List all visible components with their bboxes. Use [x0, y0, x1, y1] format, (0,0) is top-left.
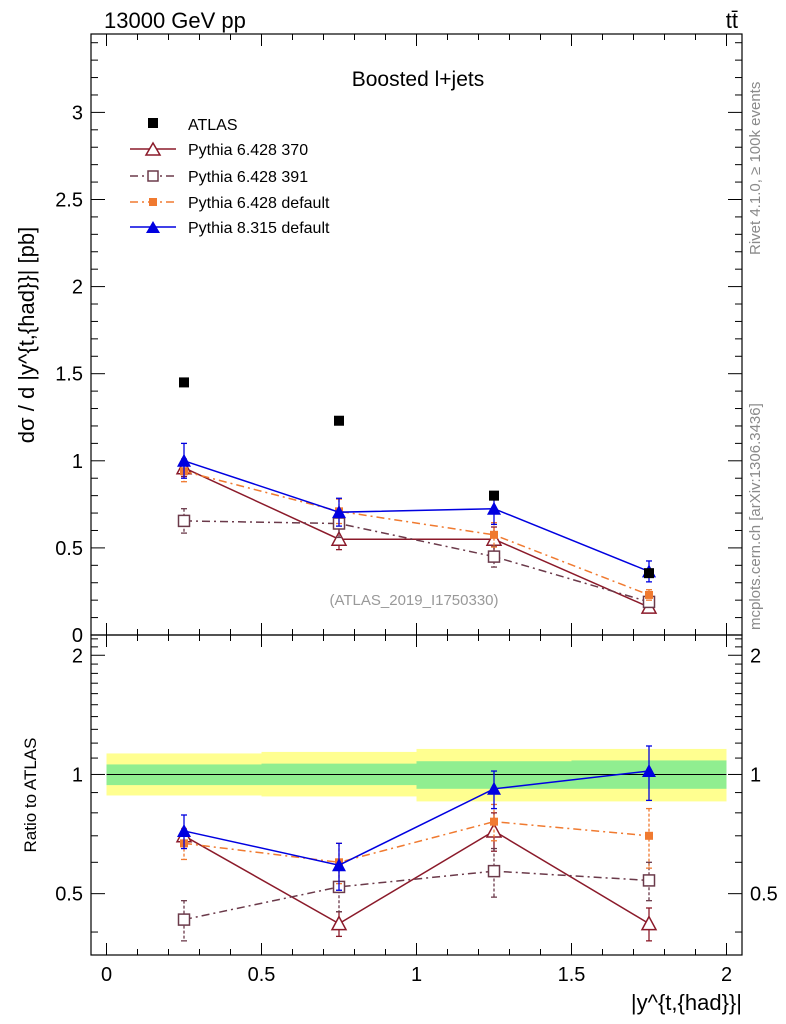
- main-line-py6-370: [183, 467, 650, 608]
- legend-item-py6-370: Pythia 6.428 370: [130, 141, 308, 159]
- legend-item-py8-default: Pythia 8.315 default: [130, 220, 330, 237]
- main-series-data: [179, 377, 654, 579]
- legend-marker-py6-370: [144, 141, 162, 156]
- ratio-y-tick-label-left: 0.5: [55, 884, 83, 906]
- rivet-label: Rivet 4.1.0, ≥ 100k events: [747, 82, 764, 255]
- ratio-point-py6-default: [645, 831, 653, 840]
- mcplots-label: mcplots.cern.ch [arXiv:1306.3436]: [747, 403, 764, 630]
- legend-label-py8-default: Pythia 8.315 default: [188, 220, 330, 237]
- main-line-py8-default: [183, 460, 650, 573]
- legend-label-atlas: ATLAS: [188, 117, 238, 134]
- legend-label-py6-391: Pythia 6.428 391: [188, 169, 308, 186]
- main-y-axis-label: dσ / d |y^{t,{had}}| [pb]: [14, 227, 39, 443]
- ratio-line-py8-default: [183, 770, 650, 866]
- main-series-py8-default: [177, 442, 656, 583]
- ratio-point-py6-370: [640, 915, 658, 931]
- ratio-series-layer: [175, 745, 658, 942]
- main-y-tick-label: 1.5: [55, 364, 83, 386]
- main-point-py6-default: [645, 590, 653, 599]
- main-point-data: [179, 377, 189, 388]
- main-line-py6-default: [183, 470, 650, 596]
- x-tick-label: 1: [411, 964, 422, 986]
- main-point-py6-391: [177, 514, 191, 528]
- legend-label-py6-370: Pythia 6.428 370: [188, 142, 308, 159]
- x-axis-label: |y^{t,{had}}|: [631, 990, 742, 1015]
- ratio-y-tick-label-left: 1: [72, 764, 83, 786]
- ratio-y-axis-label: Ratio to ATLAS: [21, 738, 40, 853]
- legend-marker-atlas: [148, 118, 158, 128]
- ratio-point-py8-default: [642, 764, 656, 778]
- ratio-y-tick-label-left: 2: [72, 645, 83, 667]
- main-y-tick-label: 3: [72, 102, 83, 124]
- ratio-point-py6-370: [330, 915, 348, 931]
- ratio-series-py6-391: [177, 847, 656, 942]
- main-point-data: [489, 490, 499, 501]
- main-series-layer: [175, 377, 658, 614]
- legend-label-py6-default: Pythia 6.428 default: [188, 195, 330, 212]
- legend-item-py6-default: Pythia 6.428 default: [130, 195, 330, 212]
- ratio-y-tick-label-right: 0.5: [750, 884, 778, 906]
- ratio-y-tick-label-right: 1: [750, 764, 761, 786]
- main-point-py8-default: [177, 453, 191, 467]
- ratio-series-py6-370: [175, 812, 658, 942]
- x-tick-label: 2: [721, 964, 732, 986]
- analysis-id: (ATLAS_2019_I1750330): [329, 592, 498, 609]
- main-y-tick-label: 0.5: [55, 538, 83, 560]
- ratio-point-py8-default: [332, 858, 346, 872]
- legend-marker-py6-default: [149, 198, 157, 206]
- main-y-tick-label: 0: [72, 625, 83, 647]
- main-y-tick-label: 2.5: [55, 189, 83, 211]
- main-point-py8-default: [332, 505, 346, 519]
- main-line-py6-391: [183, 520, 650, 603]
- ratio-point-py6-default: [490, 817, 498, 826]
- main-point-py6-default: [490, 530, 498, 539]
- x-tick-label: 0: [101, 964, 112, 986]
- legend-marker-py6-391: [147, 170, 159, 182]
- ratio-point-py8-default: [177, 823, 191, 837]
- ratio-line-py6-default: [183, 820, 650, 864]
- process-label: tt̄: [726, 8, 738, 33]
- ratio-point-py8-default: [487, 781, 501, 795]
- main-chart-title: Boosted l+jets: [352, 68, 485, 91]
- ratio-point-py6-391: [487, 864, 501, 878]
- x-tick-label: 1.5: [558, 964, 586, 986]
- axes-layer: 0 0.5 1 1.5 200.511.522.530.5 0.51 12 2: [55, 33, 778, 986]
- ratio-uncertainty-bands: [106, 748, 727, 802]
- main-point-py8-default: [487, 501, 501, 515]
- main-point-py6-370: [330, 530, 348, 546]
- main-y-tick-label: 1: [72, 451, 83, 473]
- legend-item-py6-391: Pythia 6.428 391: [130, 169, 308, 186]
- ratio-series-py8-default: [177, 745, 656, 891]
- ratio-point-py6-391: [642, 874, 656, 887]
- main-series-py6-default: [180, 460, 653, 601]
- main-point-py6-391: [487, 550, 501, 563]
- legend-marker-py8-default: [146, 221, 160, 233]
- main-point-data: [644, 568, 654, 579]
- x-tick-label: 0.5: [248, 964, 276, 986]
- ratio-line-py6-391: [183, 870, 650, 921]
- ratio-series-py6-default: [180, 803, 653, 885]
- energy-label: 13000 GeV pp: [104, 8, 246, 33]
- main-y-tick-label: 2: [72, 277, 83, 299]
- ratio-y-tick-label-right: 2: [750, 645, 761, 667]
- ratio-line-py6-370: [183, 830, 650, 925]
- ratio-point-py6-391: [177, 913, 191, 926]
- legend: ATLAS Pythia 6.428 370 Pythia 6.428 391 …: [130, 117, 330, 237]
- legend-item-atlas: ATLAS: [148, 117, 238, 134]
- main-point-data: [334, 415, 344, 426]
